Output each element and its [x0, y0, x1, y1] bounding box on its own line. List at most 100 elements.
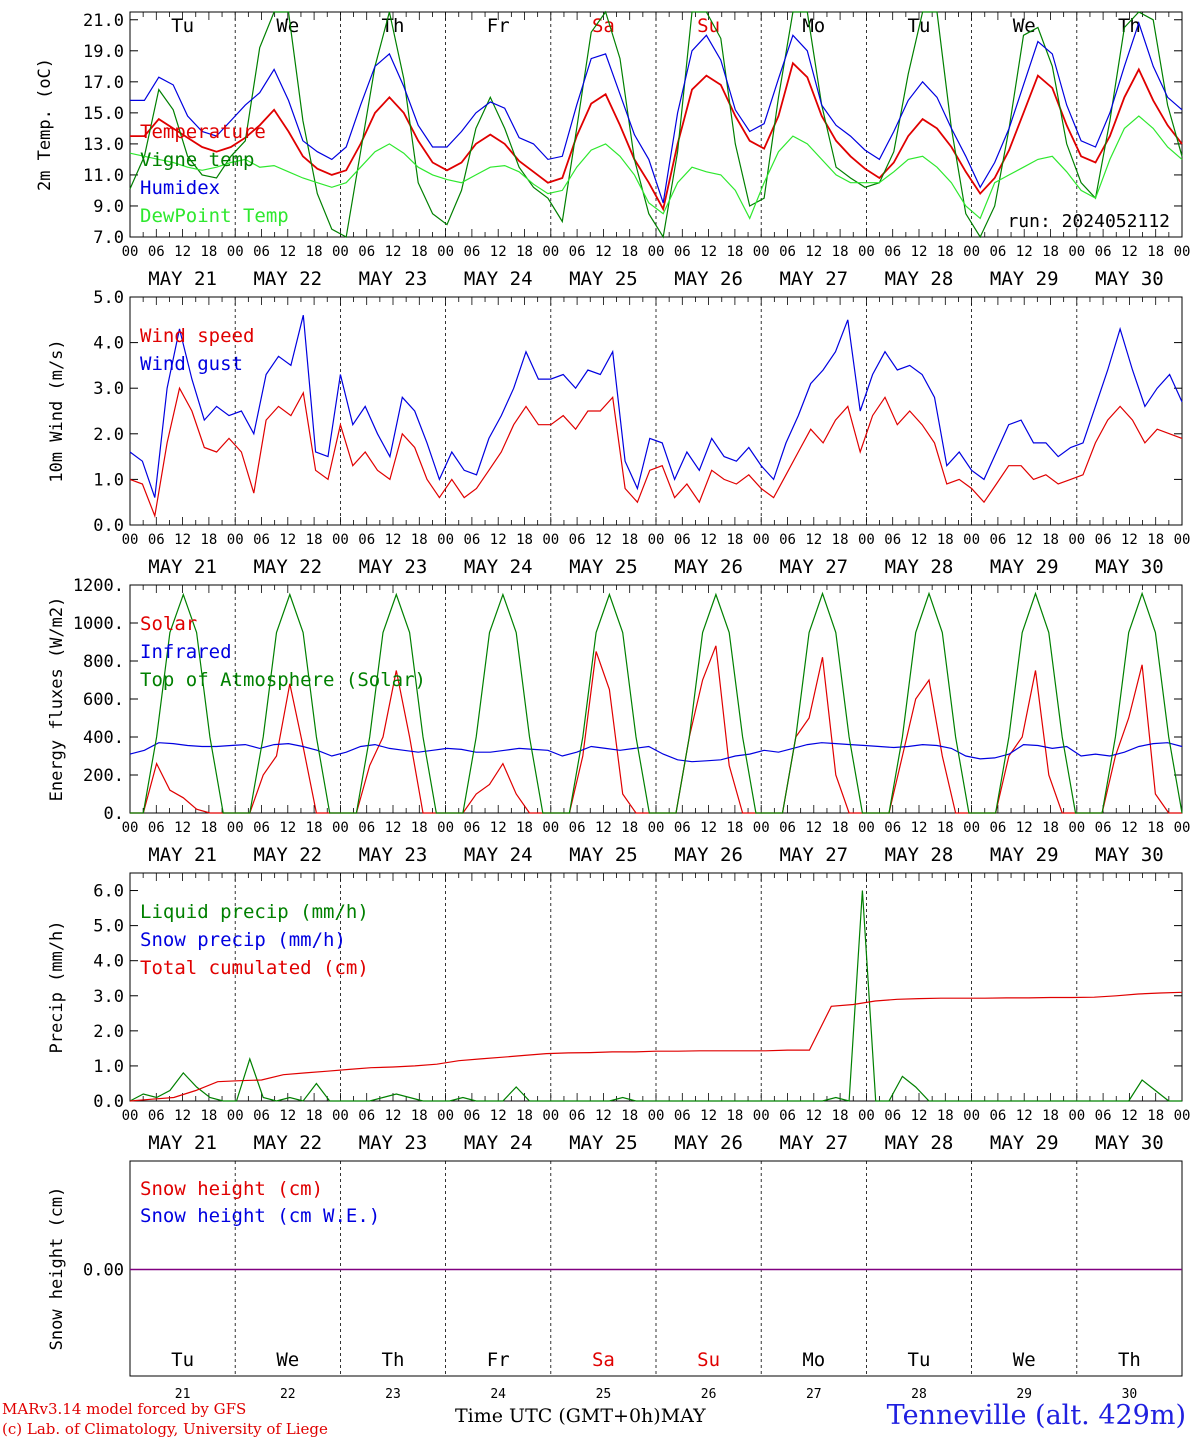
panel-4-legend-1: Snow height (cm W.E.) — [140, 1205, 380, 1227]
model-credit: MARv3.14 model forced by GFS — [2, 1400, 247, 1418]
panel-1-legend-1: Wind gust — [140, 353, 243, 375]
panel-3-hour-label: 00 — [227, 1108, 244, 1124]
panel-1-y-tick-label: 5.0 — [93, 288, 124, 308]
panel-0-hour-label: 12 — [1016, 244, 1033, 260]
panel-0-hour-label: 06 — [358, 244, 375, 260]
panel-1-date-label: MAY 29 — [990, 556, 1059, 578]
panel-0-hour-label: 00 — [858, 244, 875, 260]
panel-0-date-label: MAY 26 — [674, 268, 743, 290]
panel-1-hour-label: 00 — [1174, 532, 1191, 548]
panel-2-hour-label: 00 — [753, 820, 770, 836]
panel-3-y-tick-label: 3.0 — [93, 987, 124, 1007]
panel-2-date-label: MAY 29 — [990, 844, 1059, 866]
panel-0-hour-label: 06 — [253, 244, 270, 260]
panel-2-date-label: MAY 27 — [779, 844, 848, 866]
panel-3-hour-label: 12 — [595, 1108, 612, 1124]
panel-4-day-name: We — [276, 1349, 299, 1371]
panel-2-hour-label: 12 — [385, 820, 402, 836]
panel-2-legend-0: Solar — [140, 613, 197, 635]
panel-3-hour-label: 06 — [989, 1108, 1006, 1124]
panel-0-y-tick-label: 19.0 — [83, 42, 124, 62]
panel-3-hour-label: 00 — [332, 1108, 349, 1124]
panel-1-hour-label: 00 — [122, 532, 139, 548]
panel-0-date-label: MAY 23 — [359, 268, 428, 290]
panel-4-day-name: Mo — [802, 1349, 825, 1371]
panel-4-day-number: 21 — [175, 1387, 191, 1402]
panel-3-hour-label: 00 — [1174, 1108, 1191, 1124]
panel-2-hour-label: 18 — [621, 820, 638, 836]
panel-2-hour-label: 06 — [1095, 820, 1112, 836]
panel-2-hour-label: 18 — [937, 820, 954, 836]
panel-2-hour-label: 00 — [1174, 820, 1191, 836]
panel-1-legend-0: Wind speed — [140, 325, 254, 347]
panel-1-date-label: MAY 25 — [569, 556, 638, 578]
panel-4-day-name: Tu — [908, 1349, 931, 1371]
panel-2-hour-label: 12 — [174, 820, 191, 836]
panel-4-day-number: 30 — [1122, 1387, 1138, 1402]
panel-1-hour-label: 06 — [1095, 532, 1112, 548]
panel-0-hour-label: 00 — [1068, 244, 1085, 260]
panel-1-hour-label: 06 — [463, 532, 480, 548]
panel-1-hour-label: 00 — [1068, 532, 1085, 548]
panel-0-legend-3: DewPoint Temp — [140, 205, 289, 227]
panel-2-date-label: MAY 26 — [674, 844, 743, 866]
station-name: Tenneville (alt. 429m) — [886, 1400, 1186, 1431]
panel-2-hour-label: 06 — [253, 820, 270, 836]
panel-2-hour-label: 00 — [227, 820, 244, 836]
panel-1-hour-label: 00 — [332, 532, 349, 548]
panel-3-hour-label: 00 — [963, 1108, 980, 1124]
panel-2-hour-label: 00 — [1068, 820, 1085, 836]
panel-0-date-label: MAY 29 — [990, 268, 1059, 290]
panel-1-hour-label: 12 — [1016, 532, 1033, 548]
panel-1-hour-label: 00 — [227, 532, 244, 548]
panel-2-hour-label: 00 — [122, 820, 139, 836]
panel-0-legend-1: Vigne temp — [140, 149, 254, 171]
panel-1-date-label: MAY 22 — [253, 556, 322, 578]
panel-1-hour-label: 06 — [148, 532, 165, 548]
panel-4-legend-0: Snow height (cm) — [140, 1178, 323, 1200]
panel-2-hour-label: 18 — [1147, 820, 1164, 836]
panel-1-hour-label: 00 — [648, 532, 665, 548]
panel-3-hour-label: 12 — [490, 1108, 507, 1124]
panel-0-series-2-line — [130, 20, 1183, 204]
panel-2-hour-label: 06 — [148, 820, 165, 836]
panel-4-day-name: Th — [382, 1349, 405, 1371]
panel-0-hour-label: 00 — [227, 244, 244, 260]
panel-0-date-label: MAY 24 — [464, 268, 533, 290]
panel-4-day-name: Fr — [487, 1349, 510, 1371]
panel-1-hour-label: 18 — [937, 532, 954, 548]
panel-4-day-name: We — [1013, 1349, 1036, 1371]
panel-3-hour-label: 12 — [174, 1108, 191, 1124]
panel-3-y-tick-label: 5.0 — [93, 917, 124, 937]
panel-4-day-number: 24 — [490, 1387, 506, 1402]
panel-3-legend-0: Liquid precip (mm/h) — [140, 901, 369, 923]
panel-2-hour-label: 06 — [463, 820, 480, 836]
run-label: run: 2024052112 — [1007, 211, 1170, 232]
panel-2-y-tick-label: 400. — [83, 728, 124, 748]
panel-4-y-tick-label: 0.00 — [83, 1261, 124, 1281]
panel-0-hour-label: 00 — [648, 244, 665, 260]
panel-1-hour-label: 00 — [753, 532, 770, 548]
panel-4-day-name: Su — [697, 1349, 720, 1371]
panel-3-hour-label: 06 — [358, 1108, 375, 1124]
panel-3-hour-label: 18 — [411, 1108, 428, 1124]
panel-3-y-tick-label: 0.0 — [93, 1092, 124, 1112]
panel-2-hour-label: 06 — [569, 820, 586, 836]
panel-1-date-label: MAY 23 — [359, 556, 428, 578]
panel-0-y-tick-label: 7.0 — [93, 228, 124, 248]
panel-0-y-tick-label: 13.0 — [83, 135, 124, 155]
panel-3-date-label: MAY 29 — [990, 1132, 1059, 1154]
panel-2-date-label: MAY 25 — [569, 844, 638, 866]
x-axis-title: Time UTC (GMT+0h)MAY — [455, 1405, 706, 1427]
panel-3-legend-2: Total cumulated (cm) — [140, 957, 369, 979]
panel-0-hour-label: 18 — [516, 244, 533, 260]
panel-0-hour-label: 00 — [753, 244, 770, 260]
panel-3-series-0-line — [129, 890, 1182, 1102]
panel-2-y-tick-label: 1000. — [73, 614, 124, 634]
panel-0-series-3-line — [129, 115, 1183, 220]
panel-3-hour-label: 12 — [700, 1108, 717, 1124]
panel-2-hour-label: 06 — [358, 820, 375, 836]
panel-4-day-number: 25 — [596, 1387, 612, 1402]
panel-3-hour-label: 12 — [1016, 1108, 1033, 1124]
